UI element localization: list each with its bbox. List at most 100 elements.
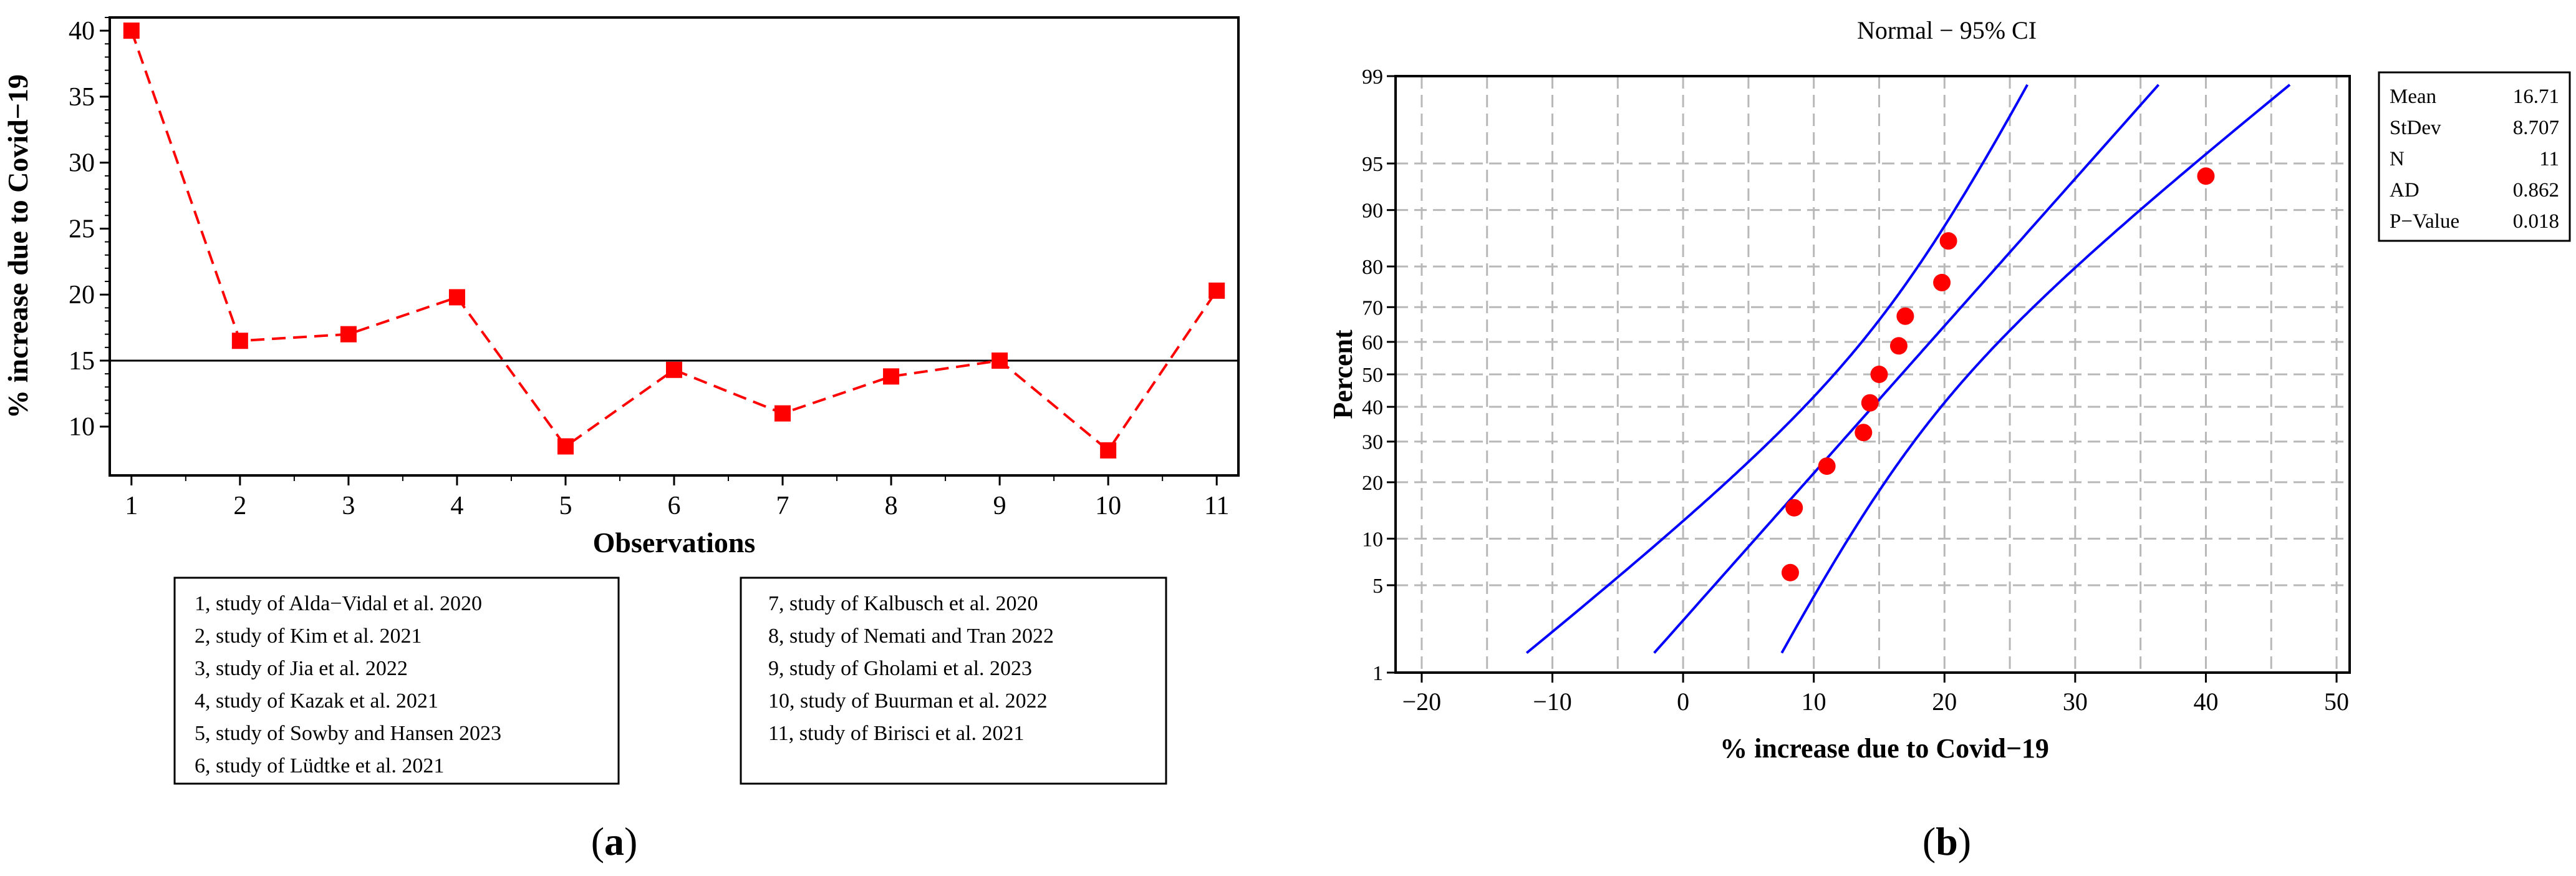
panel-b-y-tick-label: 80 xyxy=(1362,256,1383,279)
panel-b-data-point xyxy=(1861,394,1879,412)
panel-b-data-point xyxy=(1781,563,1799,582)
panel-a-data-point xyxy=(666,361,682,378)
panel-b-data-point xyxy=(1933,273,1951,291)
panel-b-ci-band-upper xyxy=(1780,84,2291,654)
panel-b-x-tick-label: 0 xyxy=(1677,688,1689,716)
panel-a-x-tick-label: 2 xyxy=(233,492,246,520)
panel-a-label: (a) xyxy=(591,819,638,864)
panel-b-y-tick-label: 95 xyxy=(1362,153,1383,176)
panel-b-fit-line xyxy=(1653,84,2160,654)
panel-b-data-point xyxy=(1855,424,1873,442)
panel-b-ci-band-lower xyxy=(1525,84,2028,655)
panel-a-data-point xyxy=(774,405,791,422)
panel-a-legend-entry: 6, study of Lüdtke et al. 2021 xyxy=(195,754,444,777)
panel-a-x-tick-label: 8 xyxy=(885,492,898,520)
panel-b-title: Normal − 95% CI xyxy=(1857,16,2037,44)
panel-b-x-tick-label: 40 xyxy=(2193,688,2218,716)
panel-a-x-axis-label: Observations xyxy=(593,527,756,558)
panel-a-data-point xyxy=(231,333,248,349)
panel-a-x-tick-label: 11 xyxy=(1204,492,1229,520)
panel-b-stat-label: AD xyxy=(2390,179,2419,202)
panel-a-x-tick-label: 4 xyxy=(450,492,463,520)
panel-b-stat-value: 0.862 xyxy=(2513,179,2559,202)
panel-b-stat-label: StDev xyxy=(2390,117,2441,139)
panel-b-y-tick-label: 90 xyxy=(1362,200,1383,223)
panel-b-x-tick-label: 20 xyxy=(1932,688,1957,716)
panel-b-data-point xyxy=(2197,167,2215,185)
panel-b-y-tick-label: 99 xyxy=(1362,66,1383,89)
panel-b-y-tick-label: 60 xyxy=(1362,331,1383,354)
panel-a-data-point xyxy=(991,352,1008,369)
panel-b-y-tick-label: 50 xyxy=(1362,364,1383,387)
panel-a-data-point xyxy=(340,326,357,343)
panel-b-x-tick-label: 10 xyxy=(1802,688,1826,716)
panel-a-y-tick-label: 20 xyxy=(69,281,95,309)
panel-a-legend-box-2 xyxy=(740,577,1167,785)
panel-a-x-tick-label: 1 xyxy=(125,492,138,520)
panel-b-stats-box xyxy=(2378,71,2571,242)
panel-a-y-tick-label: 35 xyxy=(69,83,95,112)
panel-a-data-point xyxy=(448,289,465,306)
panel-b-x-tick-label: 50 xyxy=(2324,688,2349,716)
panel-b-stat-label: N xyxy=(2390,148,2405,170)
panel-a-plot-frame xyxy=(109,16,1240,477)
panel-b-stat-value: 0.018 xyxy=(2513,210,2559,233)
panel-b-x-axis-label: % increase due to Covid−19 xyxy=(1720,733,2049,764)
panel-a-legend-entry: 1, study of Alda−Vidal et al. 2020 xyxy=(195,592,482,615)
panel-b-data-point xyxy=(1896,307,1914,325)
panel-a-data-point xyxy=(1100,442,1117,459)
panel-a-x-tick-label: 10 xyxy=(1095,492,1121,520)
panel-a-legend-box-1 xyxy=(173,577,620,785)
panel-a: 1 2 3 4 5 6 7 8 9 10 11 10 15 20 25 30 35 40 Observations… xyxy=(2,16,1240,864)
panel-a-legend-entry: 4, study of Kazak et al. 2021 xyxy=(195,689,438,713)
panel-b-data-point xyxy=(1870,366,1888,383)
panel-b-stat-label: Mean xyxy=(2390,85,2436,108)
panel-b-x-tick-label: −10 xyxy=(1533,688,1572,716)
panel-a-legend-entry: 9, study of Gholami et al. 2023 xyxy=(768,657,1032,680)
panel-a-y-tick-label: 25 xyxy=(69,215,95,243)
panel-a-x-tick-label: 5 xyxy=(559,492,572,520)
panel-b-stat-label: P−Value xyxy=(2390,210,2459,233)
panel-a-data-point xyxy=(1208,282,1225,299)
panel-b-data-point xyxy=(1939,232,1957,250)
panel-a-legend-entry: 10, study of Buurman et al. 2022 xyxy=(768,689,1048,713)
panel-b-stat-value: 11 xyxy=(2539,148,2559,170)
panel-a-legend-entry: 5, study of Sowby and Hansen 2023 xyxy=(195,722,501,745)
panel-b-data-point xyxy=(1889,337,1908,355)
panel-b-y-axis-label: Percent xyxy=(1328,329,1358,419)
panel-a-y-tick-label: 15 xyxy=(69,347,95,376)
panel-a-data-point xyxy=(557,438,574,455)
panel-b: Normal − 95% CI −20 −10 0 10 20 30 40 50 1 5 10 20 3… xyxy=(1328,16,2571,864)
panel-b-y-tick-label: 70 xyxy=(1362,296,1383,319)
panel-b-y-tick-label: 20 xyxy=(1362,472,1383,495)
panel-a-y-tick-label: 30 xyxy=(69,149,95,178)
panel-b-data-point xyxy=(1785,499,1803,517)
panel-a-x-tick-label: 3 xyxy=(342,492,355,520)
panel-b-label: (b) xyxy=(1922,819,1971,864)
panel-a-series-line xyxy=(130,30,1218,452)
panel-a-legend-entry: 11, study of Birisci et al. 2021 xyxy=(768,722,1024,745)
panel-b-x-tick-label: −20 xyxy=(1402,688,1442,716)
panel-b-y-tick-label: 10 xyxy=(1362,528,1383,551)
panel-a-legend-entry: 7, study of Kalbusch et al. 2020 xyxy=(768,592,1038,615)
panel-b-stat-value: 16.71 xyxy=(2513,85,2559,108)
panel-a-x-tick-label: 6 xyxy=(668,492,681,520)
panel-a-x-tick-label: 7 xyxy=(776,492,789,520)
panel-a-legend-entry: 2, study of Kim et al. 2021 xyxy=(195,625,422,648)
panel-a-data-point xyxy=(883,368,900,385)
panel-a-legend-entry: 3, study of Jia et al. 2022 xyxy=(195,657,408,680)
panel-a-y-tick-label: 10 xyxy=(69,413,95,442)
panel-a-legend-entry: 8, study of Nemati and Tran 2022 xyxy=(768,625,1054,648)
panel-a-y-axis-label: % increase due to Covid−19 xyxy=(2,74,34,419)
panel-b-y-tick-label: 30 xyxy=(1362,431,1383,454)
panel-b-stat-value: 8.707 xyxy=(2513,117,2559,139)
panel-a-data-point xyxy=(123,22,140,39)
panel-b-data-point xyxy=(1818,457,1836,475)
panel-b-y-tick-label: 1 xyxy=(1372,662,1383,685)
panel-b-x-tick-label: 30 xyxy=(2063,688,2088,716)
panel-a-y-tick-label: 40 xyxy=(69,17,95,46)
panel-b-y-tick-label: 5 xyxy=(1372,575,1383,598)
panel-b-y-tick-label: 40 xyxy=(1362,396,1383,419)
panel-a-x-tick-label: 9 xyxy=(993,492,1006,520)
